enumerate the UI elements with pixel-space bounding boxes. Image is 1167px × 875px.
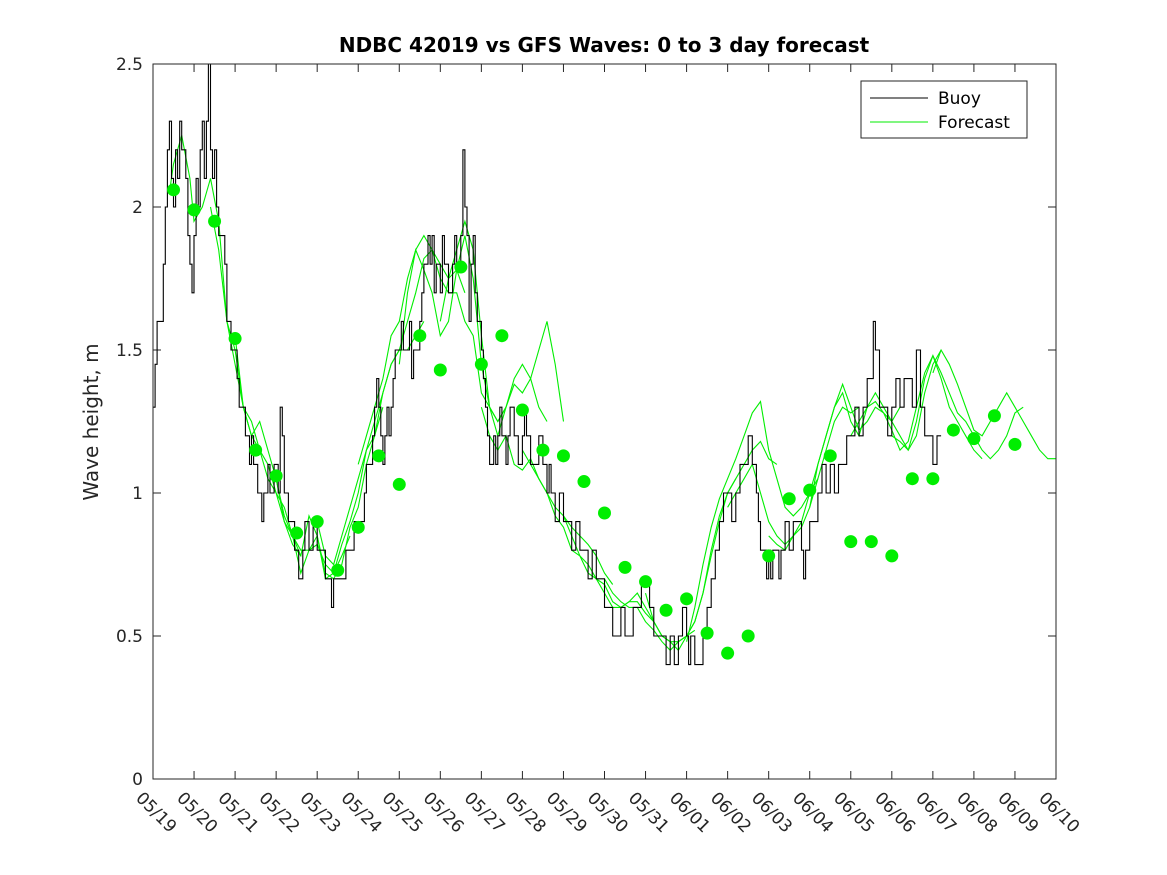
forecast-marker bbox=[167, 183, 181, 197]
forecast-marker bbox=[310, 515, 324, 529]
forecast-marker bbox=[782, 492, 796, 506]
forecast-marker bbox=[392, 477, 406, 491]
legend-box bbox=[860, 80, 1028, 139]
forecast-marker bbox=[474, 357, 488, 371]
legend-buoy-label: Buoy bbox=[938, 89, 981, 109]
forecast-line bbox=[644, 440, 778, 652]
forecast-marker bbox=[495, 329, 509, 343]
forecast-marker bbox=[577, 475, 591, 489]
forecast-marker bbox=[433, 363, 447, 377]
y-tick-label: 2.5 bbox=[116, 55, 143, 75]
forecast-marker bbox=[967, 432, 981, 446]
forecast-marker bbox=[639, 575, 653, 589]
forecast-marker bbox=[905, 472, 919, 486]
axes-box bbox=[152, 63, 1057, 780]
forecast-marker bbox=[762, 549, 776, 563]
forecast-marker bbox=[454, 260, 468, 274]
forecast-marker bbox=[228, 332, 242, 346]
forecast-marker bbox=[290, 526, 304, 540]
forecast-marker bbox=[1008, 437, 1022, 451]
forecast-marker bbox=[515, 403, 529, 417]
chart-title: NDBC 42019 vs GFS Waves: 0 to 3 day fore… bbox=[339, 33, 870, 57]
forecast-marker bbox=[187, 203, 201, 217]
buoy-line bbox=[153, 64, 942, 666]
forecast-marker bbox=[926, 472, 940, 486]
forecast-marker bbox=[351, 520, 365, 534]
forecast-line bbox=[891, 354, 1024, 460]
y-axis-label: Wave height, m bbox=[79, 343, 103, 500]
forecast-line bbox=[209, 206, 351, 575]
forecast-marker bbox=[331, 563, 345, 577]
forecast-marker bbox=[536, 443, 550, 457]
y-tick-label: 1 bbox=[132, 484, 143, 504]
y-tick-label: 1.5 bbox=[116, 341, 143, 361]
y-tick-label: 0.5 bbox=[116, 627, 143, 647]
plot-area bbox=[153, 64, 1056, 666]
forecast-marker bbox=[700, 626, 714, 640]
forecast-marker bbox=[413, 329, 427, 343]
forecast-line bbox=[562, 515, 696, 643]
forecast-marker bbox=[556, 449, 570, 463]
forecast-marker bbox=[618, 560, 632, 574]
legend: Buoy Forecast bbox=[860, 80, 1028, 139]
forecast-marker bbox=[885, 549, 899, 563]
forecast-line bbox=[686, 400, 819, 642]
forecast-marker bbox=[680, 592, 694, 606]
y-tick-label: 0 bbox=[132, 770, 143, 790]
legend-forecast-label: Forecast bbox=[938, 113, 1010, 133]
forecast-marker bbox=[659, 603, 673, 617]
forecast-marker bbox=[208, 214, 222, 228]
forecast-line bbox=[234, 335, 384, 580]
forecast-marker bbox=[741, 629, 755, 643]
forecast-marker bbox=[844, 535, 858, 549]
forecast-marker bbox=[823, 449, 837, 463]
forecast-marker bbox=[803, 483, 817, 497]
forecast-marker bbox=[987, 409, 1001, 423]
forecast-marker bbox=[946, 423, 960, 437]
forecast-marker bbox=[249, 443, 263, 457]
forecast-marker bbox=[864, 535, 878, 549]
y-tick-label: 2 bbox=[132, 198, 143, 218]
y-axis: 0 0.5 1 1.5 2 2.5 bbox=[116, 55, 1056, 790]
forecast-marker bbox=[598, 506, 611, 520]
forecast-line bbox=[809, 349, 942, 508]
forecast-marker bbox=[372, 449, 386, 463]
forecast-marker bbox=[269, 469, 283, 483]
forecast-marker bbox=[721, 646, 735, 660]
